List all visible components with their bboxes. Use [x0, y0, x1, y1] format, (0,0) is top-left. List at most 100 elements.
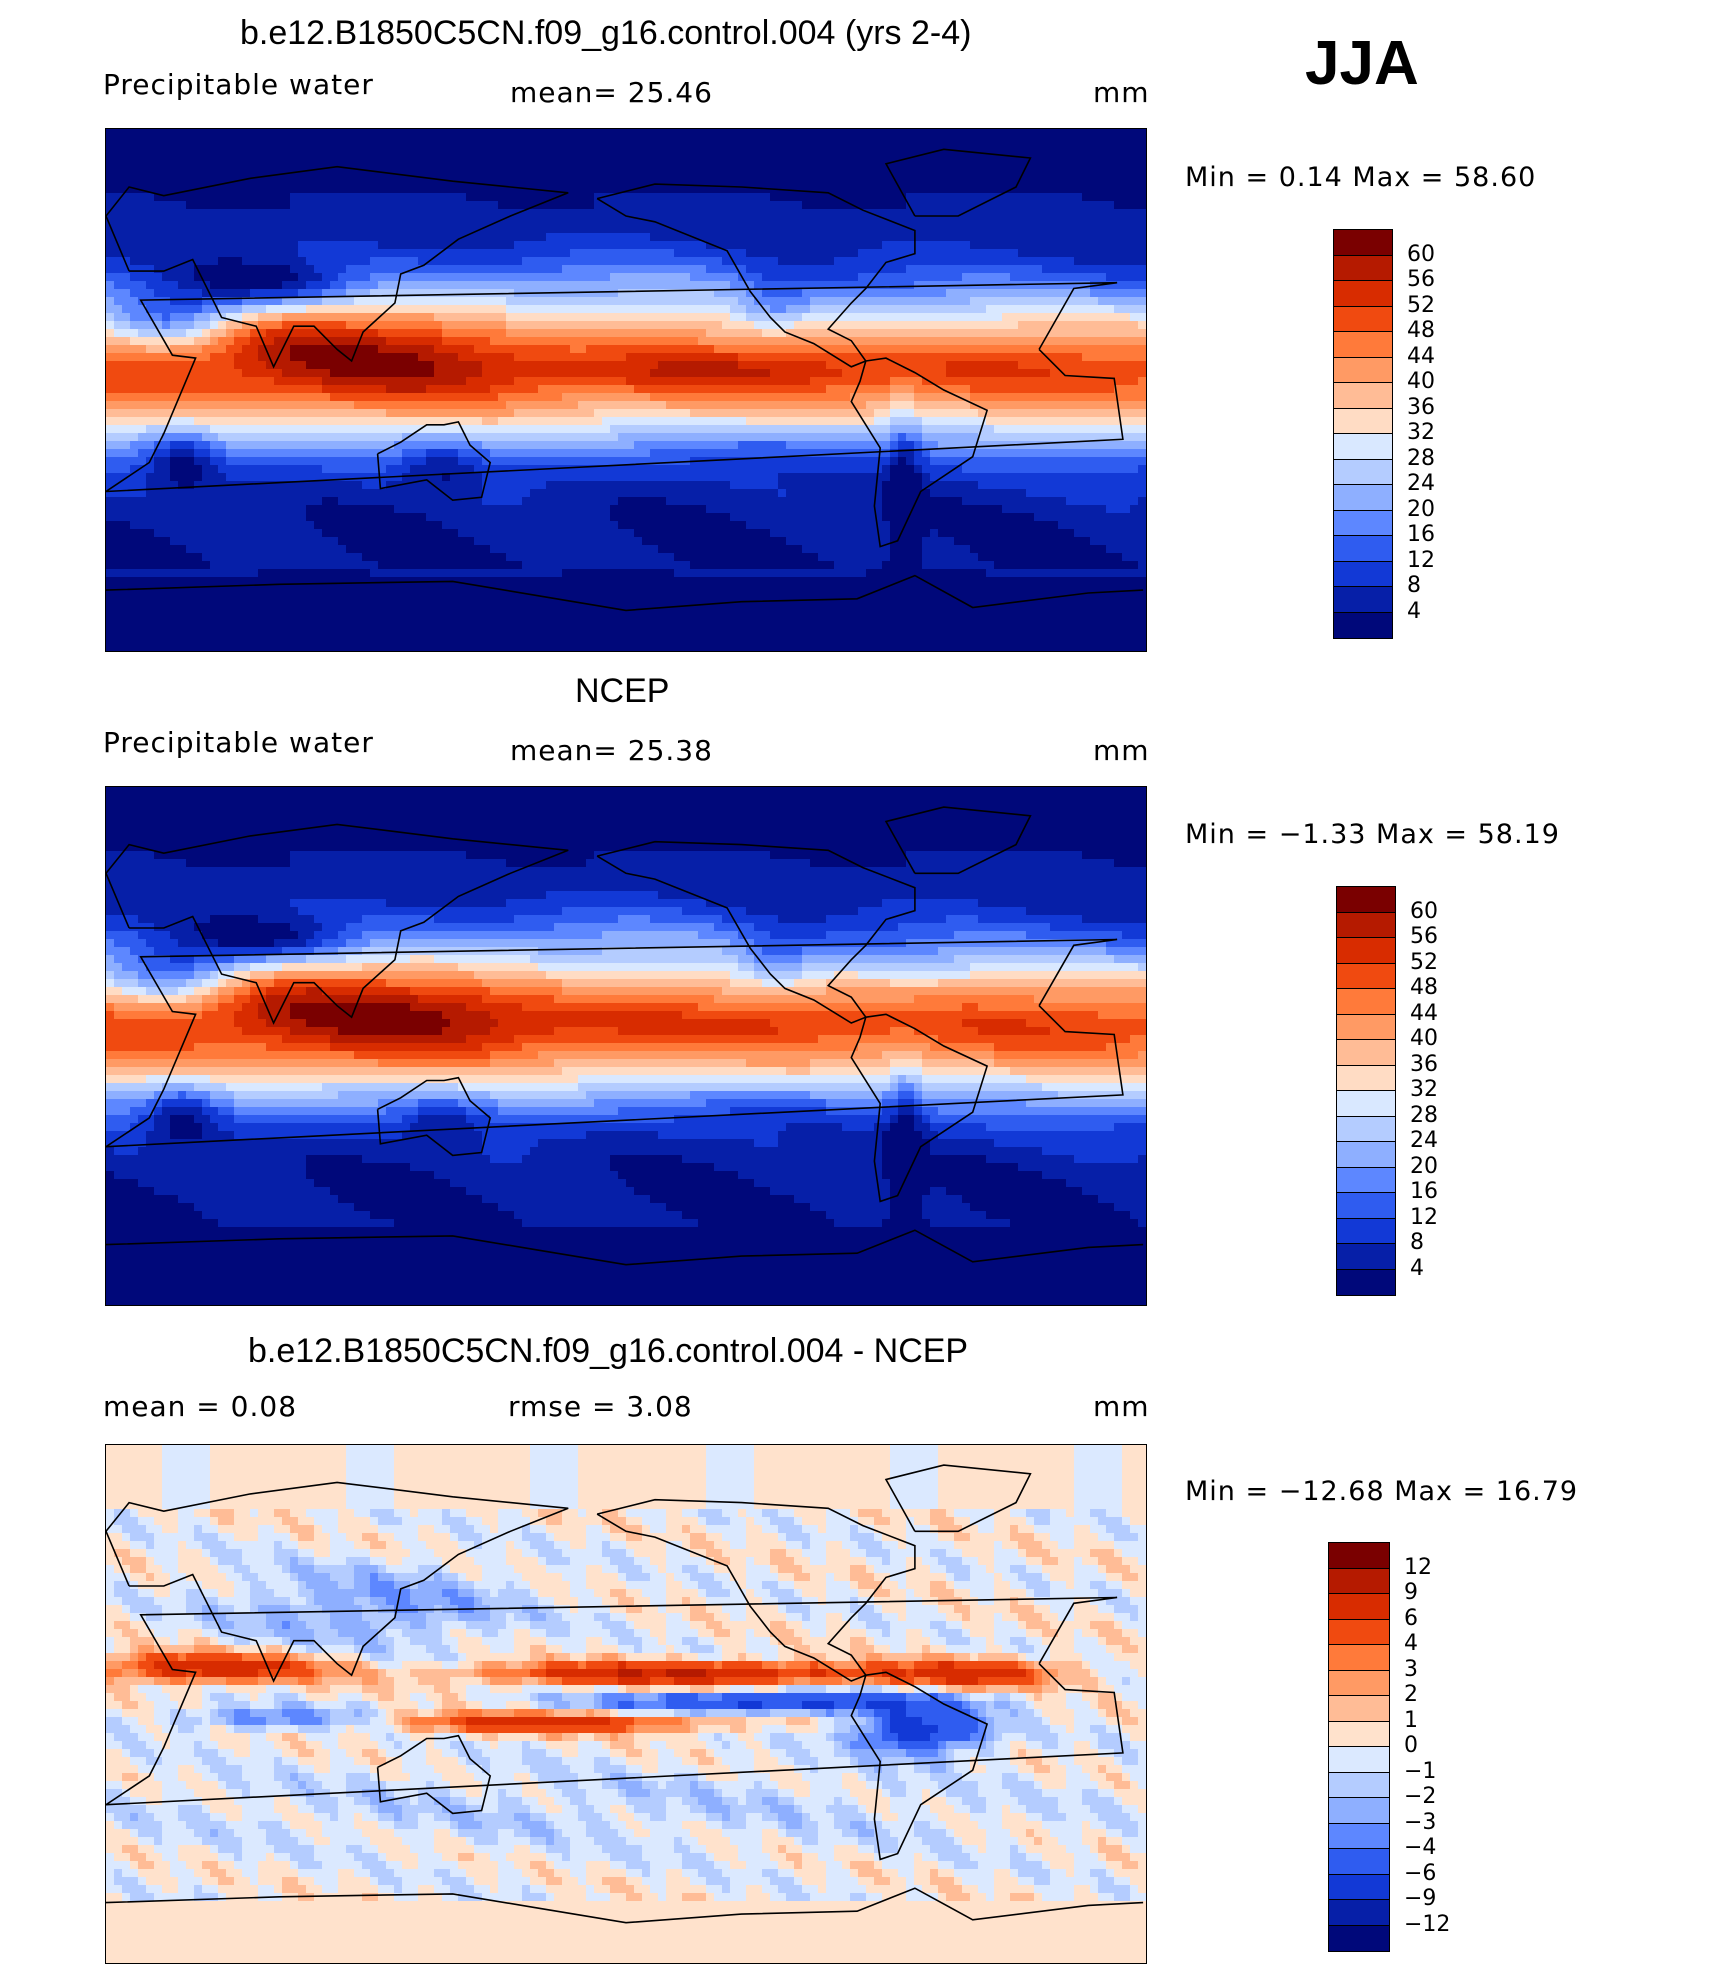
- colorbar-label: 16: [1407, 522, 1435, 547]
- colorbar-label: −6: [1404, 1861, 1436, 1886]
- colorbar-label: 52: [1407, 293, 1435, 318]
- colorbar-swatch: [1337, 1040, 1395, 1066]
- colorbar-label: 2: [1404, 1682, 1418, 1707]
- south-america-coastline: [850, 1671, 989, 1861]
- colorbar-swatch: [1337, 1269, 1395, 1295]
- australia-coastline: [376, 420, 492, 502]
- colorbar-swatch: [1329, 1670, 1389, 1696]
- colorbar-swatch: [1337, 938, 1395, 964]
- panel2-title: NCEP: [575, 672, 669, 711]
- map-field: [106, 787, 1146, 1305]
- colorbar-label: 6: [1404, 1606, 1418, 1631]
- colorbar-label: 40: [1410, 1026, 1438, 1051]
- panel2-minmax: Min = −1.33 Max = 58.19: [1185, 819, 1560, 850]
- greenland-coastline: [884, 1464, 1032, 1533]
- colorbar-label: 56: [1410, 924, 1438, 949]
- panel3-difference-map: [105, 1444, 1147, 1964]
- africa-coastline: [106, 1596, 1124, 1806]
- colorbar-swatch: [1329, 1874, 1389, 1900]
- colorbar-label: −2: [1404, 1784, 1436, 1809]
- antarctica-coastline: [106, 1887, 1144, 1924]
- colorbar-label: 9: [1404, 1580, 1418, 1605]
- colorbar-label: 36: [1407, 395, 1435, 420]
- colorbar-label: −1: [1404, 1759, 1436, 1784]
- panel2-ncep-map: [105, 786, 1147, 1306]
- colorbar-label: 4: [1404, 1631, 1418, 1656]
- colorbar-label: 12: [1410, 1205, 1438, 1230]
- colorbar-label: 8: [1410, 1230, 1424, 1255]
- colorbar-swatch: [1337, 1014, 1395, 1040]
- colorbar-swatch: [1337, 1142, 1395, 1168]
- colorbar-label: 28: [1407, 446, 1435, 471]
- colorbar-label: 60: [1410, 899, 1438, 924]
- panel3-units: mm: [1093, 1390, 1150, 1423]
- colorbar-swatch: [1337, 1065, 1395, 1091]
- colorbar-swatch: [1337, 1116, 1395, 1142]
- colorbar-swatch: [1334, 281, 1392, 307]
- colorbar-label: −9: [1404, 1886, 1436, 1911]
- north-america-coastline: [596, 183, 916, 368]
- colorbar-swatch: [1329, 1747, 1389, 1773]
- colorbar-label: 28: [1410, 1103, 1438, 1128]
- colorbar-swatch: [1337, 887, 1395, 913]
- colorbar-label: 48: [1410, 975, 1438, 1000]
- colorbar-label: 40: [1407, 369, 1435, 394]
- colorbar-swatch: [1337, 1091, 1395, 1117]
- colorbar-label: 44: [1410, 1001, 1438, 1026]
- africa-coastline: [106, 938, 1124, 1148]
- south-america-coastline: [850, 1013, 989, 1203]
- colorbar-swatch: [1329, 1594, 1389, 1620]
- colorbar-swatch: [1337, 1193, 1395, 1219]
- panel1-variable: Precipitable water: [103, 68, 374, 101]
- panel3-title: b.e12.B1850C5CN.f09_g16.control.004 - NC…: [248, 1332, 968, 1371]
- colorbar-label: 20: [1407, 497, 1435, 522]
- colorbar-label: −3: [1404, 1810, 1436, 1835]
- colorbar-swatch: [1337, 1244, 1395, 1270]
- colorbar-swatch: [1334, 230, 1392, 256]
- colorbar-label: 4: [1407, 599, 1421, 624]
- colorbar-swatch: [1329, 1900, 1389, 1926]
- colorbar-swatch: [1337, 1218, 1395, 1244]
- colorbar-swatch: [1329, 1645, 1389, 1671]
- panel2-mean: mean= 25.38: [510, 734, 713, 767]
- north-america-coastline: [596, 840, 916, 1024]
- colorbar-swatch: [1334, 383, 1392, 409]
- colorbar-label: 20: [1410, 1154, 1438, 1179]
- antarctica-coastline: [106, 574, 1144, 612]
- colorbar-label: 32: [1407, 420, 1435, 445]
- colorbar-swatch: [1334, 536, 1392, 562]
- eurasia-coastline: [106, 823, 569, 1025]
- colorbar-swatch: [1334, 434, 1392, 460]
- colorbar-label: 56: [1407, 267, 1435, 292]
- eurasia-coastline: [106, 1481, 569, 1683]
- greenland-coastline: [884, 148, 1032, 217]
- panel3-rmse: rmse = 3.08: [508, 1390, 693, 1423]
- colorbar-swatch: [1329, 1823, 1389, 1849]
- colorbar-label: 60: [1407, 242, 1435, 267]
- colorbar-label: 3: [1404, 1657, 1418, 1682]
- colorbar-swatch: [1329, 1721, 1389, 1747]
- colorbar-swatch: [1337, 912, 1395, 938]
- eurasia-coastline: [106, 165, 569, 369]
- panel1-model-map: [105, 128, 1147, 652]
- colorbar-label: 24: [1407, 471, 1435, 496]
- colorbar-swatch: [1329, 1568, 1389, 1594]
- colorbar-swatch: [1334, 459, 1392, 485]
- colorbar-swatch: [1329, 1925, 1389, 1951]
- africa-coastline: [106, 281, 1124, 493]
- colorbar-swatch: [1334, 510, 1392, 536]
- panel2-colorbar: [1336, 886, 1396, 1296]
- colorbar-swatch: [1334, 485, 1392, 511]
- colorbar-label: 16: [1410, 1179, 1438, 1204]
- colorbar-label: 12: [1407, 548, 1435, 573]
- panel3-colorbar: [1328, 1542, 1390, 1952]
- colorbar-label: 8: [1407, 573, 1421, 598]
- colorbar-swatch: [1329, 1772, 1389, 1798]
- colorbar-swatch: [1334, 332, 1392, 358]
- colorbar-swatch: [1329, 1849, 1389, 1875]
- australia-coastline: [376, 1734, 492, 1815]
- australia-coastline: [376, 1076, 492, 1157]
- colorbar-label: 44: [1407, 344, 1435, 369]
- colorbar-label: 24: [1410, 1128, 1438, 1153]
- colorbar-swatch: [1329, 1798, 1389, 1824]
